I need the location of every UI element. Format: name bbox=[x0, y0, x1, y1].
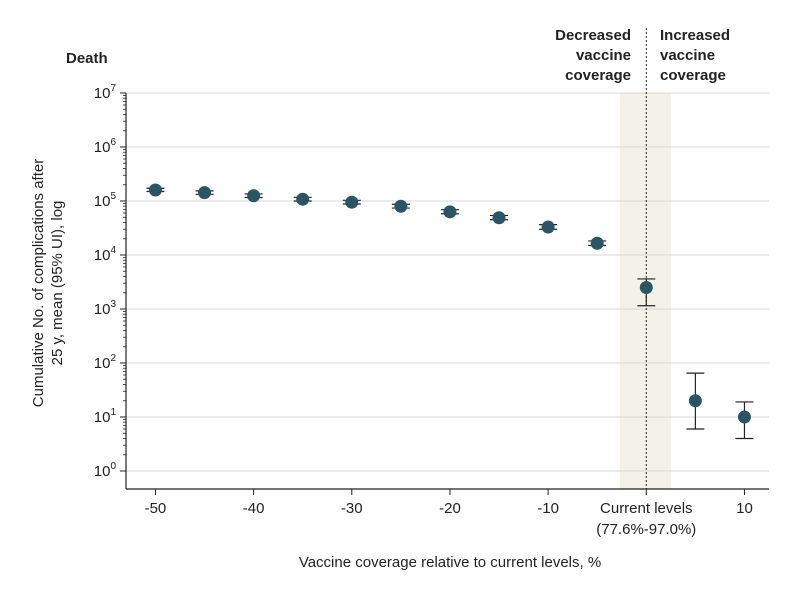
data-point-9 bbox=[590, 236, 604, 250]
x-tick-label-5: Current levels bbox=[600, 500, 693, 517]
data-point-11 bbox=[688, 394, 702, 408]
x-axis-title: Vaccine coverage relative to current lev… bbox=[299, 554, 601, 571]
data-point-7 bbox=[492, 211, 506, 225]
x-tick-label-6: 10 bbox=[736, 500, 753, 517]
y-tick-label-4: 104 bbox=[94, 245, 117, 264]
y-axis-title-line-1: Cumulative No. of complications after bbox=[30, 159, 47, 407]
y-tick-label-1: 101 bbox=[94, 407, 117, 426]
x-tick-label-1: -40 bbox=[243, 500, 265, 517]
y-tick-label-2: 102 bbox=[94, 353, 117, 372]
annotation-increased-line-3: coverage bbox=[660, 67, 726, 84]
data-point-6 bbox=[443, 205, 457, 219]
x-tick-label-0: -50 bbox=[145, 500, 167, 517]
y-axis-title-line-2: 25 y, mean (95% UI), log bbox=[49, 201, 66, 366]
grid-layer bbox=[126, 92, 769, 472]
data-point-12 bbox=[737, 410, 751, 424]
data-point-4 bbox=[345, 195, 359, 209]
data-point-10 bbox=[639, 281, 653, 295]
point-layer bbox=[146, 183, 754, 440]
x-tick-label-3: -20 bbox=[439, 500, 461, 517]
annotation-increased-line-1: Increased bbox=[660, 27, 730, 44]
annotation-decreased-line-1: Decreased bbox=[555, 27, 631, 44]
data-point-3 bbox=[296, 192, 310, 206]
y-tick-label-5: 105 bbox=[94, 191, 117, 210]
y-tick-label-7: 107 bbox=[94, 83, 117, 102]
panel-title: Death bbox=[66, 50, 108, 67]
annotation-increased-line-2: vaccine bbox=[660, 47, 715, 64]
data-point-1 bbox=[198, 186, 212, 200]
annotation-decreased-line-2: vaccine bbox=[576, 47, 631, 64]
y-tick-label-3: 103 bbox=[94, 299, 117, 318]
axis-layer: 100 101 102 103 104 105 106 107 -50 -40 -30 -20 -10 C… bbox=[94, 83, 769, 538]
data-point-5 bbox=[394, 199, 408, 213]
x-tick-sublabel-5: (77.6%-97.0%) bbox=[596, 521, 696, 538]
data-point-0 bbox=[148, 183, 162, 197]
y-axis-title: Cumulative No. of complications after 25… bbox=[30, 159, 66, 407]
y-tick-label-6: 106 bbox=[94, 137, 117, 156]
data-point-2 bbox=[247, 189, 261, 203]
data-point-8 bbox=[541, 220, 555, 234]
x-tick-label-2: -30 bbox=[341, 500, 363, 517]
y-tick-label-0: 100 bbox=[94, 461, 117, 480]
annotation-decreased-line-3: coverage bbox=[565, 67, 631, 84]
x-tick-label-4: -10 bbox=[537, 500, 559, 517]
